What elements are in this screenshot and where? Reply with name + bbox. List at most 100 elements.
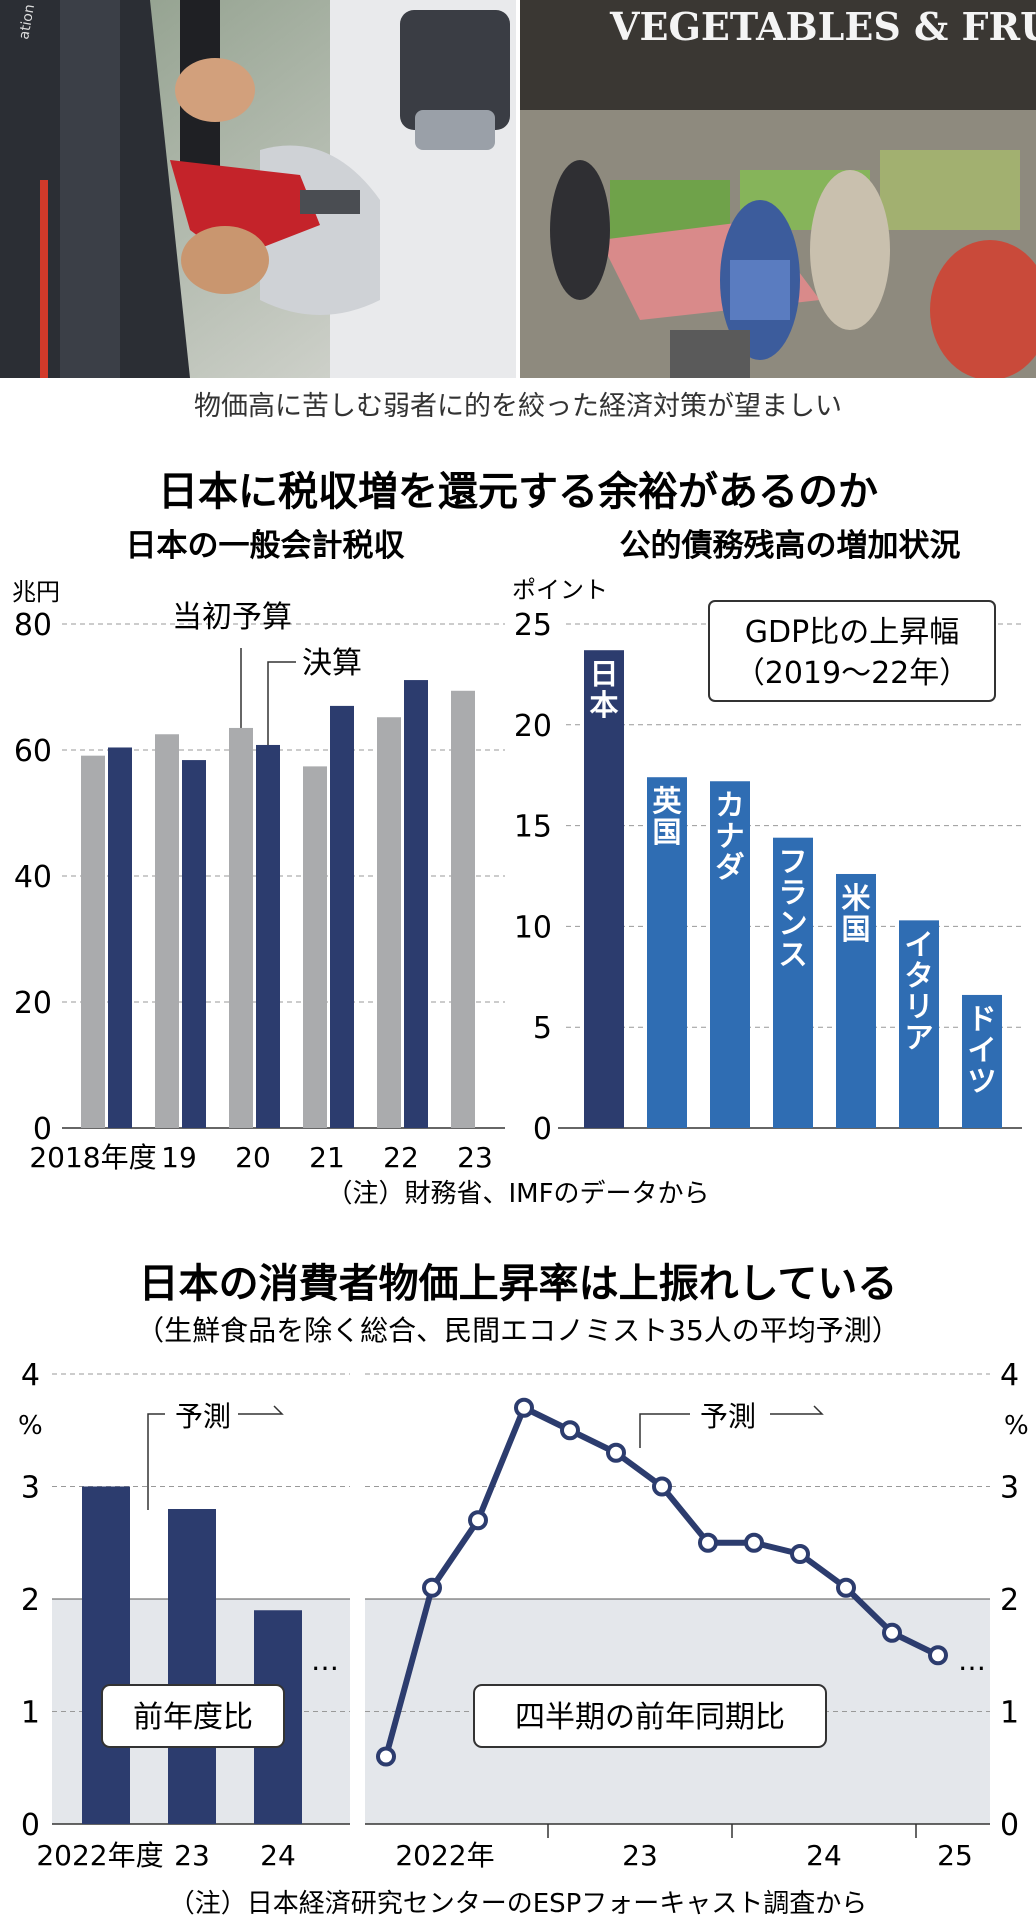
bar-label-char: イ bbox=[967, 1033, 996, 1067]
bar-label-char: ド bbox=[967, 1002, 996, 1036]
supermarket-photo: VEGETABLES & FRUIT bbox=[520, 0, 1036, 378]
series-label-box bbox=[101, 1684, 285, 1748]
bar-4 bbox=[836, 873, 876, 1128]
bar-initial-budget bbox=[451, 690, 475, 1128]
ation: ation bbox=[16, 3, 38, 41]
bar-label-char: ス bbox=[778, 938, 807, 972]
bar-initial-budget bbox=[81, 755, 105, 1128]
bar-label-char: 米 bbox=[841, 881, 870, 915]
ellipsis: … bbox=[311, 1644, 339, 1677]
y-tick-label: 4 bbox=[21, 1358, 40, 1393]
y-tick-label: 0 bbox=[21, 1808, 40, 1843]
bar-initial-budget bbox=[377, 717, 401, 1128]
data-point bbox=[652, 1476, 672, 1497]
forecast-label: 予測 bbox=[175, 1400, 231, 1433]
legend-settlement: 決算 bbox=[302, 646, 362, 681]
data-point bbox=[376, 1746, 396, 1767]
photo-caption: 物価高に苦しむ弱者に的を絞った経済対策が望ましい bbox=[194, 391, 842, 422]
y-tick-label: 20 bbox=[14, 986, 52, 1021]
y-tick-label: 0 bbox=[533, 1112, 552, 1147]
y-tick-label: 0 bbox=[1000, 1808, 1019, 1843]
y-tick-label: 0 bbox=[33, 1112, 52, 1147]
forecast-marker bbox=[147, 1413, 165, 1510]
bar-label-char: ツ bbox=[967, 1064, 996, 1098]
data-point bbox=[790, 1544, 810, 1564]
bar-1 bbox=[647, 777, 687, 1128]
data-point bbox=[744, 1532, 764, 1553]
forecast-arrow bbox=[238, 1405, 284, 1415]
y-unit: % bbox=[1004, 1411, 1029, 1441]
x-tick-label: 23 bbox=[622, 1839, 658, 1872]
debt-y-unit: ポイント bbox=[512, 576, 608, 604]
bar-label-char: タ bbox=[904, 958, 933, 992]
bar-label-char: ア bbox=[904, 1020, 933, 1054]
bar-label-char: イ bbox=[904, 927, 933, 961]
y-tick-label: 3 bbox=[21, 1471, 40, 1506]
series-label-text: 四半期の前年同期比 bbox=[515, 1700, 785, 1735]
section2-note: （注）日本経済研究センターのESPフォーキャスト調査から bbox=[169, 1889, 868, 1919]
bar-label-char: ナ bbox=[715, 819, 744, 853]
data-point bbox=[560, 1420, 580, 1441]
bar-label-char: 国 bbox=[652, 815, 681, 849]
bar-6 bbox=[962, 994, 1002, 1128]
bar-initial-budget bbox=[155, 734, 179, 1128]
leader-settlement bbox=[267, 661, 296, 745]
bar-label-char: 英 bbox=[652, 784, 682, 818]
debt-chart-title: 公的債務残高の増加状況 bbox=[620, 528, 961, 564]
x-tick-label: 24 bbox=[260, 1839, 296, 1872]
forecast-marker bbox=[639, 1413, 690, 1448]
x-tick-label: 2018年度 bbox=[29, 1141, 156, 1174]
y-tick-label: 1 bbox=[1000, 1696, 1019, 1731]
y-tick-label: 3 bbox=[1000, 1471, 1019, 1506]
data-point bbox=[928, 1645, 948, 1666]
section2-subtitle: （生鮮食品を除く総合、民間エコノミスト35人の平均予測） bbox=[136, 1314, 900, 1347]
bar-label-char: カ bbox=[715, 788, 744, 822]
bar-label-char: 本 bbox=[589, 688, 618, 722]
data-point bbox=[606, 1442, 626, 1463]
fuel-pump-photo: ation bbox=[0, 0, 516, 378]
x-tick-label: 2022年度 bbox=[36, 1839, 163, 1872]
forecast-label: 予測 bbox=[700, 1400, 756, 1433]
y-tick-label: 1 bbox=[21, 1696, 40, 1731]
section1-note: （注）財務省、IMFのデータから bbox=[326, 1179, 709, 1209]
ellipsis: … bbox=[958, 1644, 986, 1677]
y-tick-label: 5 bbox=[533, 1011, 552, 1046]
bar-label-char: ラ bbox=[778, 876, 807, 910]
x-tick-label: 24 bbox=[806, 1839, 842, 1872]
y-tick-label: 60 bbox=[14, 734, 52, 769]
tax-y-unit: 兆円 bbox=[12, 578, 60, 606]
data-point bbox=[882, 1622, 902, 1643]
y-tick-label: 2 bbox=[21, 1583, 40, 1618]
vegetables-fruit: VEGETABLES & FRUIT bbox=[609, 4, 1036, 49]
bar-settlement bbox=[256, 744, 280, 1128]
bar-5 bbox=[899, 920, 939, 1128]
section2-title: 日本の消費者物価上昇率は上振れしている bbox=[139, 1261, 898, 1307]
x-tick-label: 22 bbox=[383, 1141, 419, 1174]
y-tick-label: 40 bbox=[14, 860, 52, 895]
data-point bbox=[698, 1532, 718, 1553]
bar-0 bbox=[584, 650, 624, 1128]
bar-initial-budget bbox=[303, 766, 327, 1128]
y-tick-label: 2 bbox=[1000, 1583, 1019, 1618]
y-tick-label: 80 bbox=[14, 608, 52, 643]
x-tick-label: 23 bbox=[457, 1141, 493, 1174]
cpi-bar bbox=[168, 1509, 216, 1824]
bar-settlement bbox=[182, 760, 206, 1128]
bar-2 bbox=[710, 781, 750, 1128]
y-tick-label: 20 bbox=[514, 709, 552, 744]
bar-label-char: フ bbox=[778, 845, 807, 879]
bar-label-char: 国 bbox=[841, 912, 870, 946]
bar-settlement bbox=[108, 747, 132, 1128]
cpi-bar bbox=[82, 1486, 130, 1824]
legend-box bbox=[708, 600, 996, 702]
legend-box-line2: （2019〜22年） bbox=[735, 656, 970, 691]
x-tick-label: 25 bbox=[937, 1839, 973, 1872]
y-tick-label: 25 bbox=[514, 608, 552, 643]
x-tick-label: 21 bbox=[309, 1141, 345, 1174]
bar-label-char: 日 bbox=[589, 657, 618, 691]
tax-chart-title: 日本の一般会計税収 bbox=[126, 528, 405, 564]
